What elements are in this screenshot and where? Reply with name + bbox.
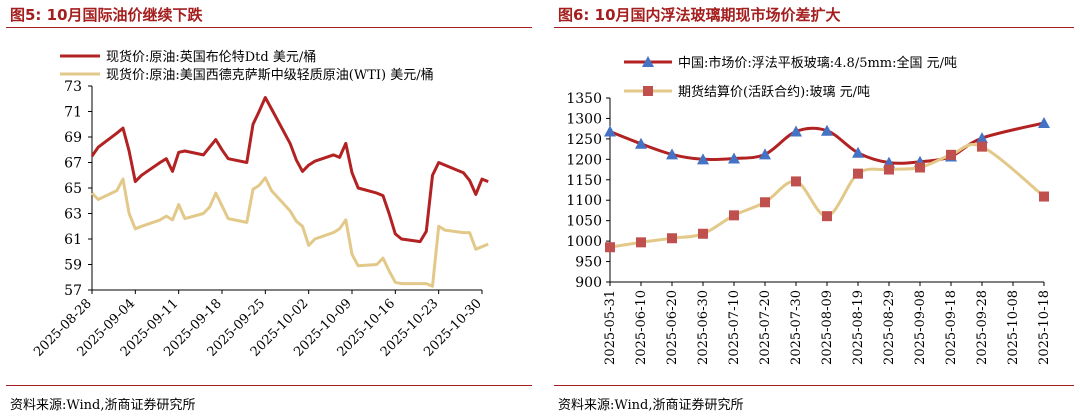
data-point-futures <box>946 149 956 160</box>
x-tick-label: 2025-06-30 <box>696 290 711 365</box>
x-tick-label: 2025-06-20 <box>665 290 680 365</box>
data-point-spot <box>697 153 709 165</box>
data-point-spot <box>604 125 616 137</box>
x-tick-label: 2025-09-28 <box>975 290 990 365</box>
legend-label: 现货价:原油:美国西德克萨斯中级轻质原油(WTI) 美元/桶 <box>106 67 434 83</box>
y-tick-label: 71 <box>64 105 82 121</box>
y-tick-label: 900 <box>575 275 602 291</box>
y-tick-label: 950 <box>575 255 602 271</box>
y-tick-label: 59 <box>64 258 82 274</box>
y-tick-label: 1050 <box>566 214 602 230</box>
footer-rule <box>6 385 532 386</box>
x-tick-label: 2025-09-18 <box>944 290 959 365</box>
y-tick-label: 67 <box>64 156 82 172</box>
legend-label: 中国:市场价:浮法平板玻璃:4.8/5mm:全国 元/吨 <box>678 55 957 71</box>
x-tick-label: 2025-06-10 <box>634 290 649 365</box>
x-tick-label: 2025-07-10 <box>727 290 742 365</box>
data-point-futures <box>729 210 739 221</box>
data-point-spot <box>666 148 678 160</box>
data-point-futures <box>605 242 615 253</box>
figure-title: 图6: 10月国内浮法玻璃期现市场价差扩大 <box>558 6 841 24</box>
data-point-spot <box>728 152 740 164</box>
data-point-spot <box>976 132 988 144</box>
y-tick-label: 63 <box>64 207 82 223</box>
y-tick-label: 69 <box>64 130 82 146</box>
data-point-futures <box>636 237 646 248</box>
data-point-spot <box>1038 116 1050 128</box>
footer-rule <box>554 385 1074 386</box>
series-line-futures <box>609 143 1045 249</box>
series-line-brent <box>90 96 489 244</box>
data-point-spot <box>852 146 864 158</box>
figure-title: 图5: 10月国际油价继续下跌 <box>10 6 203 24</box>
x-tick-label: 2025-08-19 <box>851 290 866 365</box>
oil-price-chart: 5759616365676971732025-08-282025-09-0420… <box>31 49 489 360</box>
series-line-wti <box>90 176 489 288</box>
legend-label: 现货价:原油:英国布伦特Dtd 美元/桶 <box>106 49 316 65</box>
x-tick-label: 2025-10-18 <box>1037 290 1052 365</box>
title-rule <box>6 27 532 28</box>
source-note: 资料来源:Wind,浙商证券研究所 <box>10 398 196 413</box>
title-rule <box>554 27 1074 28</box>
x-tick-label: 2025-08-09 <box>820 290 835 365</box>
y-tick-label: 73 <box>64 79 82 95</box>
y-tick-label: 57 <box>64 283 82 299</box>
x-tick-label: 2025-10-08 <box>1006 290 1021 365</box>
y-tick-label: 1000 <box>566 234 602 250</box>
legend-marker <box>642 56 654 67</box>
data-point-futures <box>915 162 925 173</box>
data-point-futures <box>853 168 863 179</box>
y-tick-label: 61 <box>64 232 82 248</box>
data-point-futures <box>791 176 801 187</box>
y-tick-label: 65 <box>64 181 82 197</box>
data-point-futures <box>1039 191 1049 202</box>
data-point-futures <box>667 233 677 244</box>
x-tick-label: 2025-07-20 <box>758 290 773 365</box>
data-point-futures <box>977 141 987 152</box>
y-tick-label: 1150 <box>566 173 602 189</box>
legend-label: 期货结算价(活跃合约):玻璃 元/吨 <box>678 84 870 100</box>
data-point-futures <box>822 211 832 222</box>
data-point-spot <box>635 137 647 149</box>
x-tick-label: 2025-07-30 <box>789 290 804 365</box>
y-tick-label: 1350 <box>566 91 602 107</box>
x-tick-label: 2025-05-31 <box>603 290 618 365</box>
source-note: 资料来源:Wind,浙商证券研究所 <box>558 398 744 413</box>
data-point-futures <box>884 164 894 175</box>
chart-panel-oil: 图5: 10月国际油价继续下跌 57 59 61 63 65 67 69 71 73 2025-0… <box>0 0 538 418</box>
legend-marker <box>643 86 653 96</box>
glass-price-chart: 900 950 1000 1050 1100 1150 1200 1250 1300 1350 20… <box>566 55 1052 365</box>
data-point-spot <box>759 148 771 160</box>
data-point-spot <box>790 125 802 137</box>
data-point-spot <box>821 124 833 136</box>
data-point-futures <box>760 197 770 208</box>
y-tick-label: 1200 <box>566 152 602 168</box>
x-tick-label: 2025-09-08 <box>913 290 928 365</box>
y-tick-label: 1250 <box>566 132 602 148</box>
y-tick-label: 1300 <box>566 111 602 127</box>
y-tick-label: 1100 <box>566 193 602 209</box>
data-point-futures <box>698 228 708 239</box>
x-tick-label: 2025-08-29 <box>882 290 897 365</box>
chart-panel-glass: 图6: 10月国内浮法玻璃期现市场价差扩大 900 950 1000 1050 1100… <box>548 0 1080 418</box>
